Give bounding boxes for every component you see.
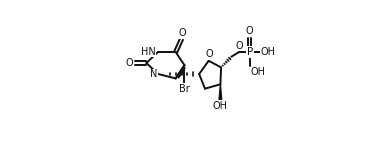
- Text: N: N: [149, 69, 157, 79]
- Text: P: P: [247, 47, 253, 57]
- Text: O: O: [205, 49, 213, 59]
- Text: OH: OH: [250, 67, 265, 77]
- Text: O: O: [178, 28, 186, 38]
- Text: HN: HN: [141, 47, 156, 57]
- Text: O: O: [126, 58, 133, 68]
- Text: O: O: [236, 41, 243, 51]
- Text: Br: Br: [179, 83, 190, 94]
- Text: O: O: [246, 26, 253, 36]
- Text: OH: OH: [213, 101, 228, 111]
- Text: OH: OH: [261, 47, 276, 57]
- Polygon shape: [219, 84, 222, 100]
